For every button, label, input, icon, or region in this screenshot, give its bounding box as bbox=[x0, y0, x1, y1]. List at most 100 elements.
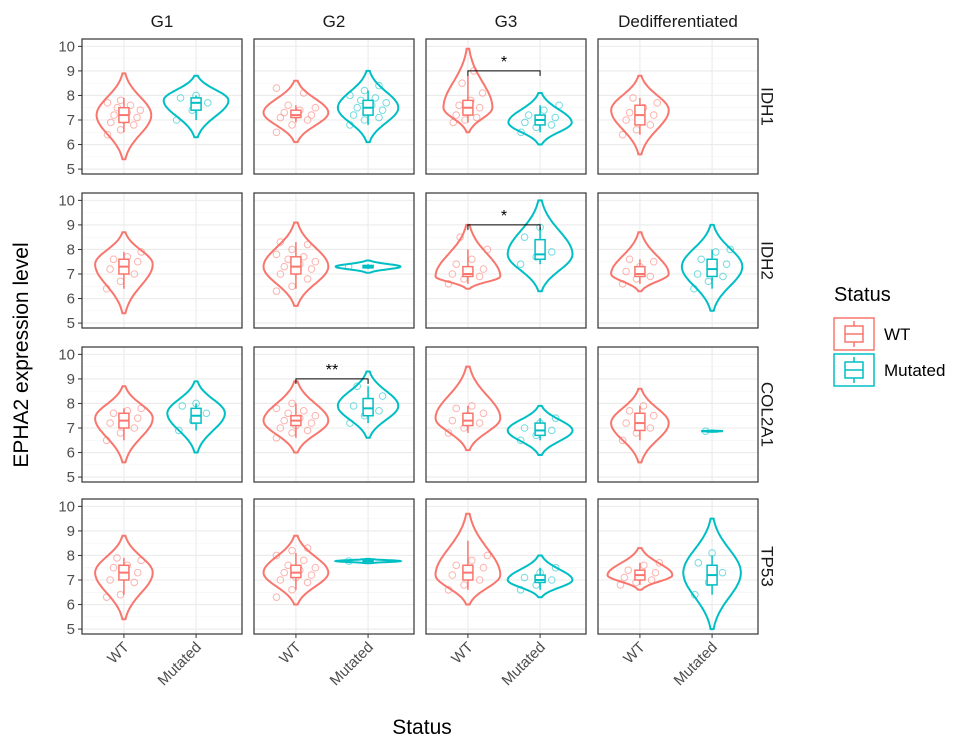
box bbox=[290, 256, 302, 275]
data-point bbox=[303, 578, 312, 587]
data-point bbox=[551, 113, 560, 122]
data-point bbox=[346, 121, 354, 129]
legend-title: Status bbox=[834, 284, 891, 306]
data-point bbox=[276, 238, 285, 246]
x-tick-label: WT bbox=[448, 639, 477, 668]
data-point bbox=[130, 424, 139, 432]
data-point bbox=[448, 571, 457, 579]
data-point bbox=[106, 265, 114, 273]
y-tick-label: 9 bbox=[67, 523, 75, 540]
data-point bbox=[622, 267, 630, 276]
data-point bbox=[516, 260, 525, 268]
data-point bbox=[109, 255, 118, 264]
data-point bbox=[178, 402, 187, 410]
data-point bbox=[137, 556, 145, 565]
data-point bbox=[272, 128, 281, 137]
x-tick-label: Mutated bbox=[327, 639, 377, 689]
data-point bbox=[475, 103, 484, 112]
data-point bbox=[444, 586, 453, 594]
panel-background bbox=[254, 39, 414, 174]
data-point bbox=[647, 576, 656, 584]
x-tick-label: WT bbox=[276, 639, 305, 668]
significance-bracket bbox=[295, 378, 369, 384]
data-point bbox=[624, 566, 633, 574]
data-point bbox=[551, 414, 560, 422]
violin-idh1-g1-mutated bbox=[162, 74, 230, 139]
data-point bbox=[276, 576, 285, 584]
panel-background bbox=[426, 193, 586, 328]
data-point bbox=[649, 111, 658, 119]
data-point bbox=[113, 554, 121, 562]
data-point bbox=[133, 568, 142, 577]
data-point bbox=[346, 91, 354, 100]
data-point bbox=[483, 551, 492, 560]
x-tick-label: WT bbox=[104, 639, 133, 668]
panel-idh2-g1 bbox=[82, 193, 242, 328]
y-tick-label: 9 bbox=[67, 63, 75, 80]
panel-background bbox=[426, 499, 586, 634]
data-point bbox=[620, 573, 629, 582]
data-point bbox=[726, 245, 735, 254]
x-axis-title: Status bbox=[392, 716, 452, 739]
data-point bbox=[299, 89, 308, 97]
box bbox=[534, 574, 546, 584]
panel-background bbox=[598, 39, 758, 174]
data-point bbox=[203, 99, 212, 107]
x-tick-label: Mutated bbox=[499, 639, 549, 689]
y-tick-label: 7 bbox=[67, 572, 75, 589]
panel-idh1-g1 bbox=[82, 39, 242, 174]
data-point bbox=[272, 287, 281, 295]
box bbox=[190, 97, 202, 111]
significance-label: ** bbox=[326, 362, 338, 379]
data-point bbox=[475, 576, 484, 584]
data-point bbox=[520, 233, 529, 241]
data-point bbox=[646, 272, 655, 281]
y-tick-label: 5 bbox=[67, 161, 75, 178]
data-point bbox=[517, 128, 525, 137]
box bbox=[462, 412, 474, 427]
data-point bbox=[303, 275, 312, 283]
data-point bbox=[475, 419, 484, 427]
y-tick-label: 5 bbox=[67, 469, 75, 486]
panel-border bbox=[81, 346, 243, 483]
data-point bbox=[693, 270, 702, 278]
data-point bbox=[103, 99, 112, 107]
data-point bbox=[690, 284, 698, 293]
panel-tp53-g3 bbox=[426, 499, 586, 634]
data-point bbox=[555, 101, 563, 110]
data-point bbox=[133, 414, 142, 422]
data-point bbox=[479, 563, 488, 572]
data-point bbox=[547, 576, 556, 584]
panel-background bbox=[82, 193, 242, 328]
data-point bbox=[371, 94, 380, 102]
data-point bbox=[130, 578, 139, 587]
box bbox=[634, 265, 646, 278]
data-point bbox=[516, 586, 525, 594]
panel-idh1-dedifferentiated bbox=[598, 39, 758, 174]
data-point bbox=[272, 404, 281, 413]
data-point bbox=[284, 101, 292, 110]
panel-background bbox=[426, 347, 586, 482]
column-strip-g1 bbox=[82, 4, 242, 37]
violin-idh2-dedifferentiated-wt bbox=[610, 231, 670, 293]
y-tick-label: 9 bbox=[67, 371, 75, 388]
panel-border bbox=[81, 498, 243, 635]
y-tick-label: 6 bbox=[67, 445, 75, 462]
y-tick-label: 6 bbox=[67, 137, 75, 154]
x-tick-label: Mutated bbox=[155, 639, 205, 689]
panel-border bbox=[81, 38, 243, 175]
significance-label: * bbox=[501, 208, 507, 225]
column-strip-dedifferentiated bbox=[598, 4, 758, 37]
box bbox=[362, 397, 374, 417]
data-point bbox=[303, 426, 312, 435]
data-point bbox=[299, 556, 308, 565]
data-point bbox=[280, 568, 289, 577]
panel-background bbox=[598, 193, 758, 328]
column-label-dedifferentiated: Dedifferentiated bbox=[618, 12, 738, 31]
data-point bbox=[697, 255, 705, 264]
panel-col2a1-dedifferentiated bbox=[598, 347, 758, 482]
data-point bbox=[719, 272, 727, 281]
data-point bbox=[272, 84, 281, 92]
data-point bbox=[311, 257, 320, 266]
significance-label: * bbox=[501, 54, 507, 71]
